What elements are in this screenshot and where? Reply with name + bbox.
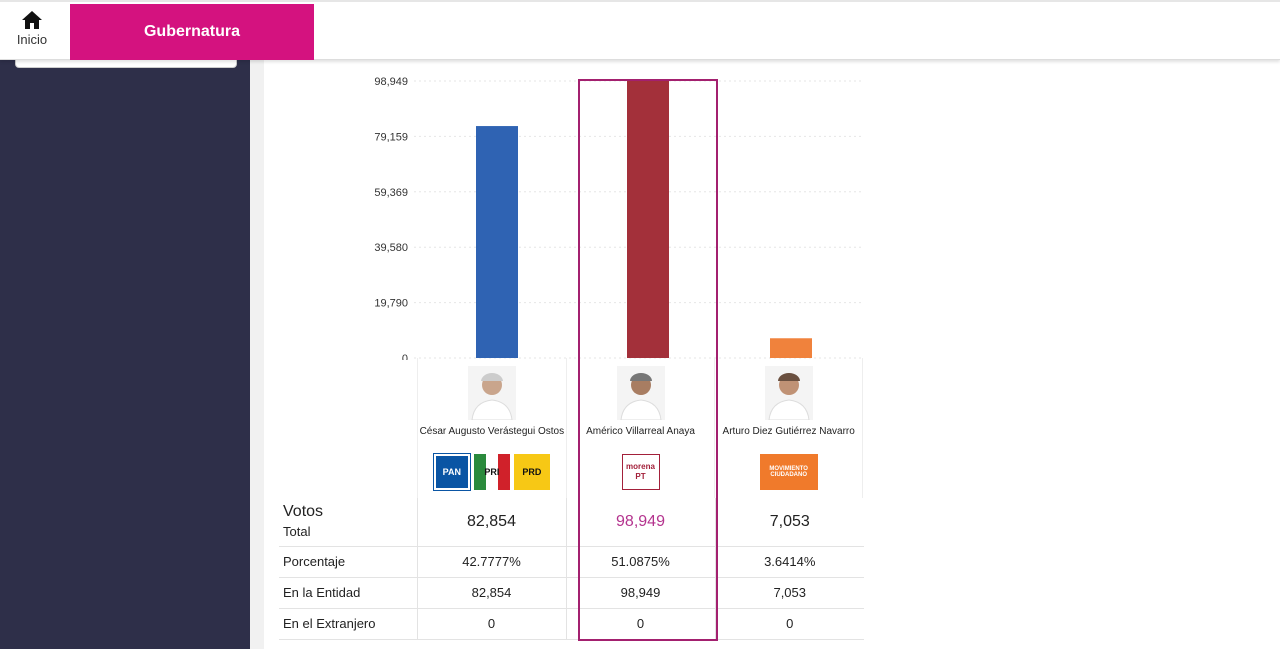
morena-pt-logo-icon: morena PT (621, 454, 660, 490)
votos-label: Votos Total (279, 498, 417, 547)
y-tick-label: 98,949 (374, 76, 408, 88)
bar-chart: 98,949 79,159 59,369 39,580 19,790 0 (374, 76, 864, 365)
extranjero-cell: 0 (714, 608, 864, 640)
results-chart: 98,949 79,159 59,369 39,580 19,790 0 (264, 60, 884, 365)
bar[interactable] (476, 126, 518, 358)
porcentaje-label: Porcentaje (279, 546, 417, 578)
extranjero-cell: 0 (416, 608, 566, 640)
entidad-label: En la Entidad (279, 577, 417, 609)
mc-logo-icon: MOVIMIENTO CIUDADANO (759, 454, 818, 490)
pri-logo-icon: PRI (473, 454, 510, 490)
results-table: Votos Total 82,854 98,949 7,053 Porcentaj… (279, 498, 864, 640)
entidad-cell: 98,949 (565, 577, 715, 609)
candidate-row: César Augusto Verástegui Ostos PAN PRI P… (417, 358, 864, 498)
sidebar (0, 60, 250, 649)
candidate-photo (467, 366, 516, 420)
sidebar-select[interactable] (15, 60, 237, 68)
prd-logo-icon: PRD (513, 454, 550, 490)
candidate-name: Arturo Diez Gutiérrez Navarro (722, 426, 855, 437)
candidate-name: Américo Villarreal Anaya (586, 426, 695, 437)
candidate-name: César Augusto Verástegui Ostos (419, 426, 565, 437)
table-row: En la Entidad 82,854 98,949 7,053 (279, 577, 864, 609)
entidad-cell: 82,854 (416, 577, 566, 609)
bar[interactable] (770, 338, 812, 358)
votos-cell: 7,053 (714, 498, 864, 547)
top-bar: Inicio Gubernatura (0, 0, 1280, 60)
tab-gubernatura[interactable]: Gubernatura (70, 4, 314, 60)
bar[interactable] (627, 81, 669, 358)
votos-cell: 82,854 (416, 498, 566, 547)
y-tick-label: 59,369 (374, 187, 408, 199)
pan-logo-icon: PAN (432, 453, 471, 491)
y-tick-label: 0 (402, 353, 408, 360)
y-tick-label: 19,790 (374, 298, 408, 310)
extranjero-cell: 0 (565, 608, 715, 640)
candidate-card[interactable]: Américo Villarreal Anaya morena PT (565, 358, 715, 498)
votos-cell-winner: 98,949 (565, 498, 715, 547)
candidate-photo (764, 366, 813, 420)
y-tick-label: 79,159 (374, 131, 408, 143)
candidate-card[interactable]: César Augusto Verástegui Ostos PAN PRI P… (417, 358, 566, 498)
home-icon (22, 11, 42, 29)
content-gutter (250, 60, 264, 649)
table-row: Porcentaje 42.7777% 51.0875% 3.6414% (279, 546, 864, 578)
table-row: En el Extranjero 0 0 0 (279, 608, 864, 640)
porcentaje-cell: 3.6414% (714, 546, 864, 578)
table-row: Votos Total 82,854 98,949 7,053 (279, 498, 864, 547)
y-tick-label: 39,580 (374, 242, 408, 254)
home-label: Inicio (16, 32, 48, 47)
extranjero-label: En el Extranjero (279, 608, 417, 640)
porcentaje-cell: 51.0875% (565, 546, 715, 578)
candidate-card[interactable]: Arturo Diez Gutiérrez Navarro MOVIMIENTO… (714, 358, 864, 498)
entidad-cell: 7,053 (714, 577, 864, 609)
candidate-photo (616, 366, 665, 420)
home-button[interactable]: Inicio (8, 8, 56, 54)
porcentaje-cell: 42.7777% (416, 546, 566, 578)
